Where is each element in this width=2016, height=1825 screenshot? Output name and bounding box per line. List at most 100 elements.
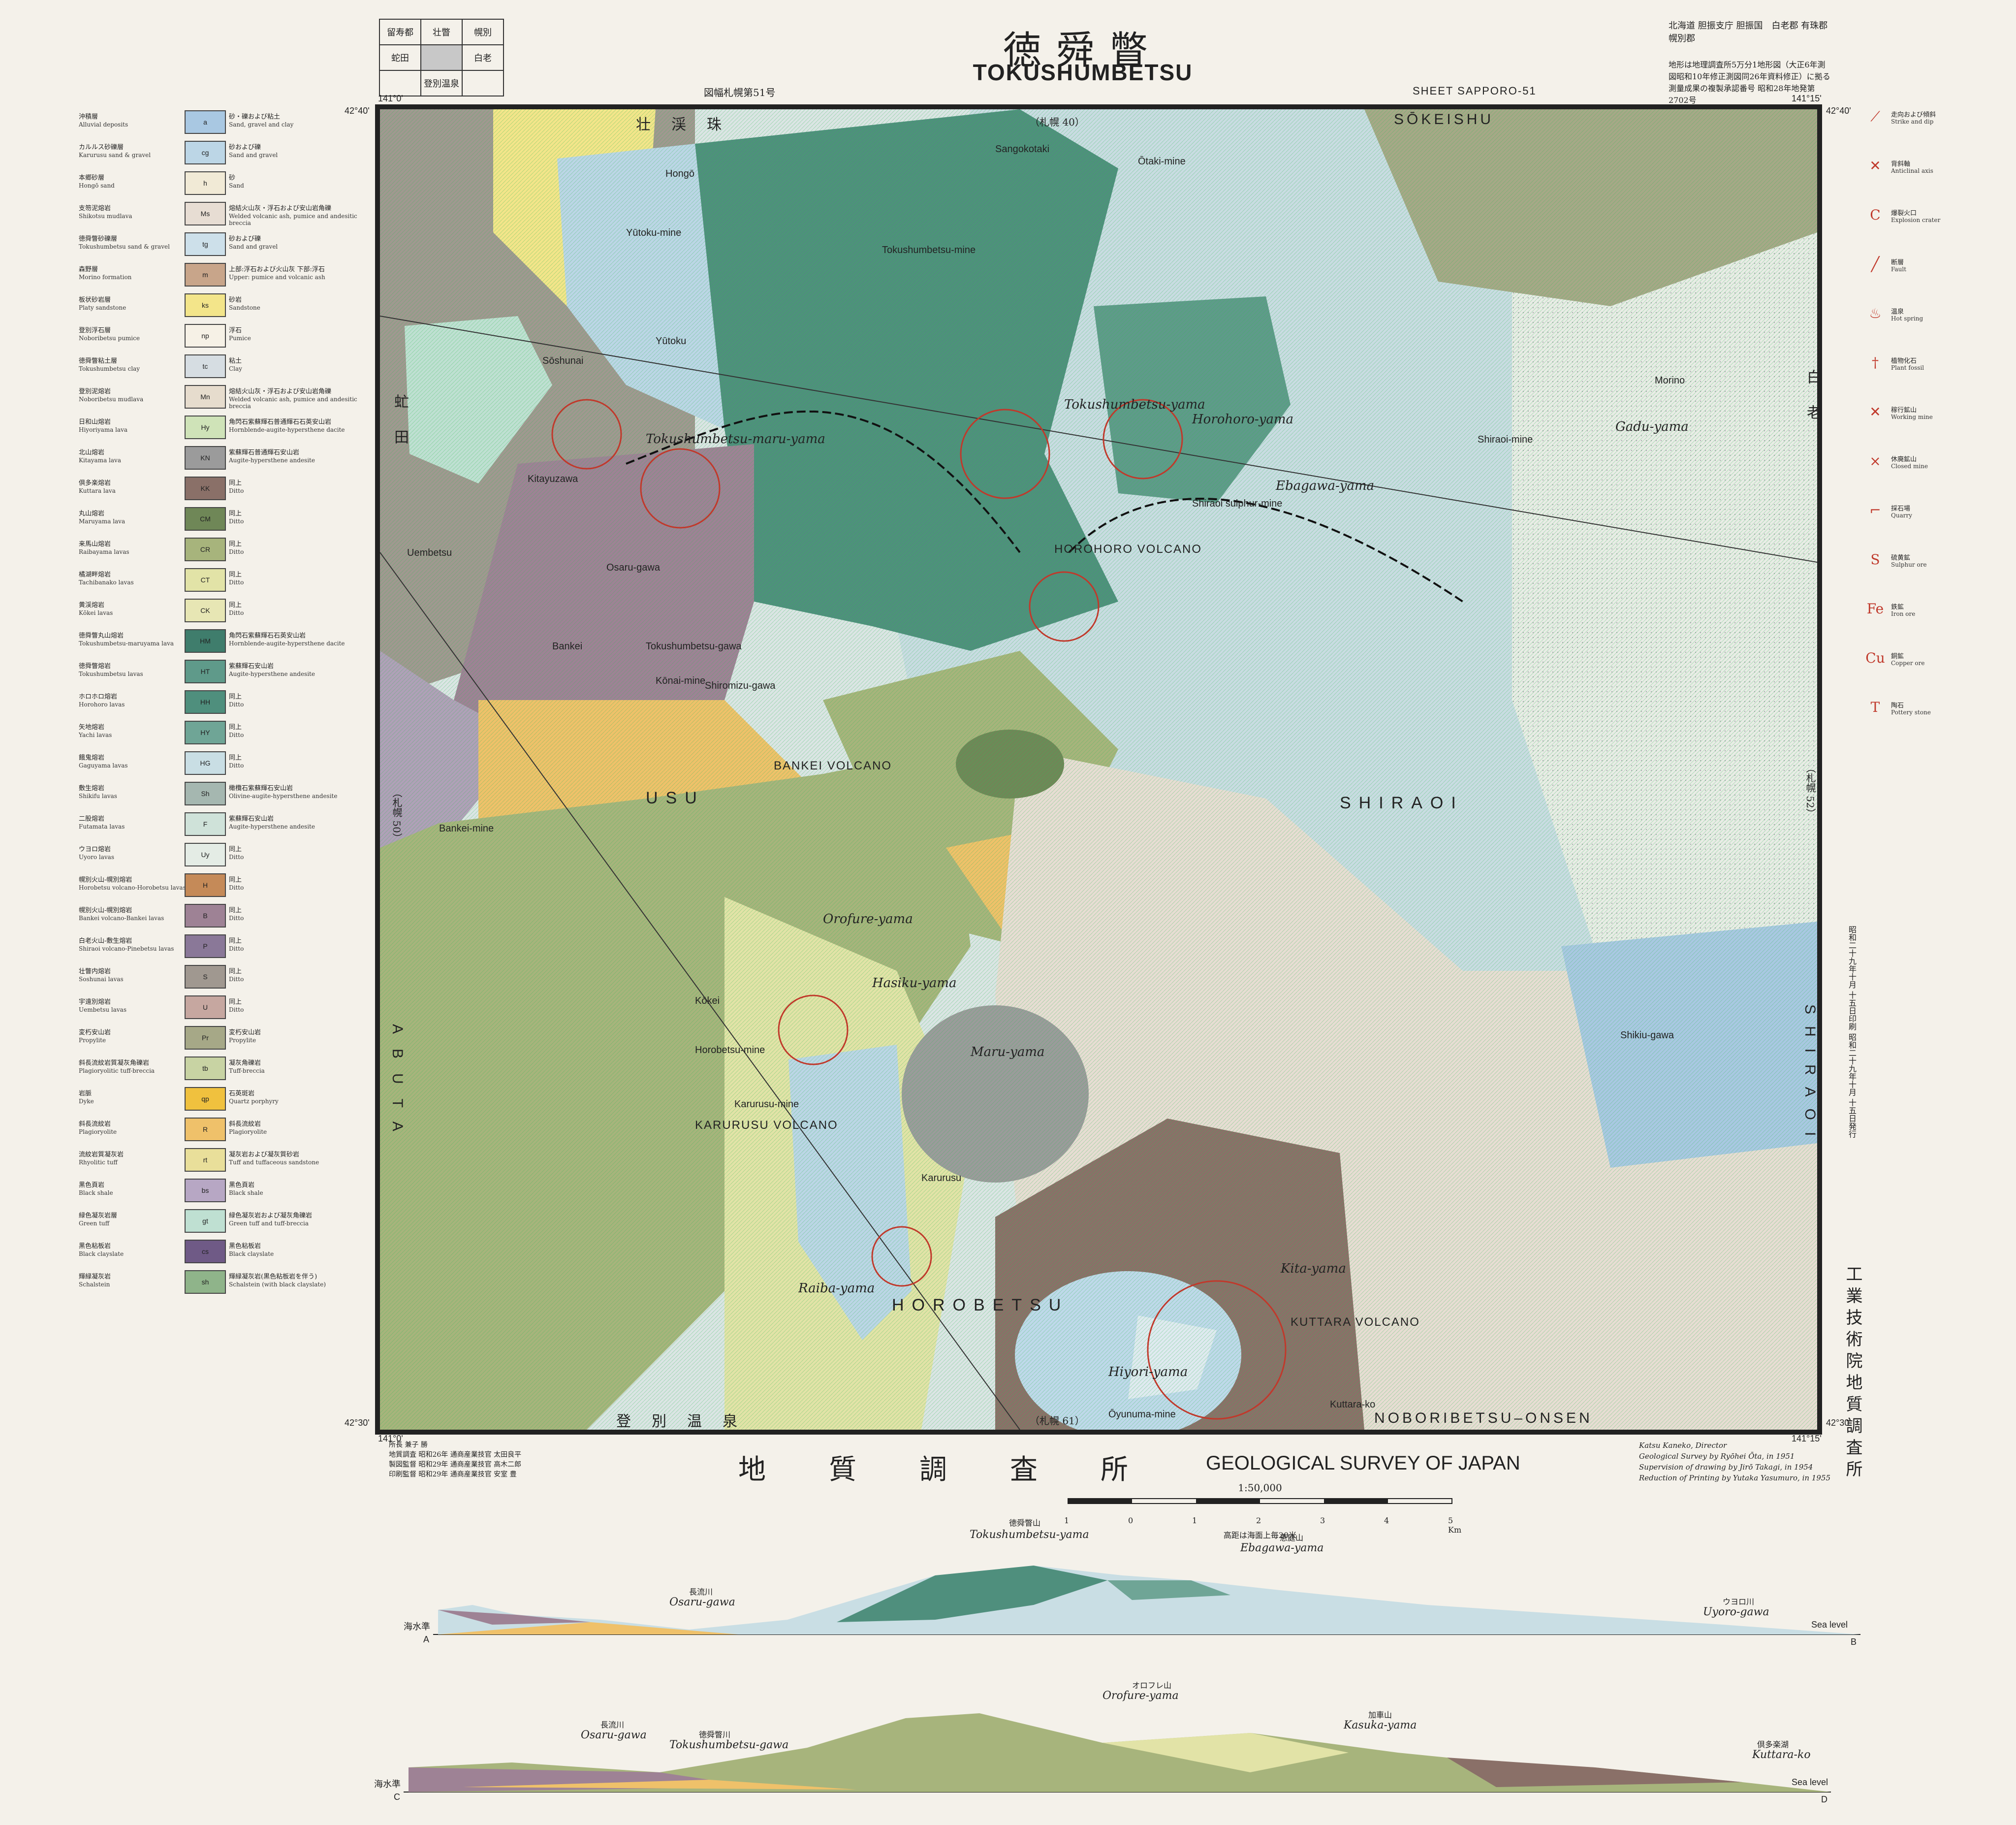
legend-swatch: bs xyxy=(185,1179,226,1202)
legend-unit-jp: 変朽安山岩 xyxy=(79,1029,111,1036)
strike-dip-icon: ⟋ xyxy=(1870,108,1880,125)
legend-row: カルルス砂礫層 Karurusu sand & gravel cg 砂および礫 … xyxy=(20,139,364,166)
legend-desc-en: Tuff and tuffaceous sandstone xyxy=(229,1159,319,1166)
legend-unit-en: Black shale xyxy=(79,1189,113,1196)
place-label: Shikiu-gawa xyxy=(1620,1030,1674,1041)
label-horohoro-volcano: HOROHORO VOLCANO xyxy=(1054,543,1202,556)
org-name-jp: 地 質 調 査 所 xyxy=(738,1454,1146,1486)
legend-desc-en: Ditto xyxy=(229,854,244,861)
credit-line: Supervision of drawing by Jirō Takagi, i… xyxy=(1639,1463,1813,1472)
legend-desc-jp: 同上 xyxy=(229,480,242,487)
legend-unit-en: Dyke xyxy=(79,1098,94,1105)
legend-unit-jp: 徳舜瞥丸山熔岩 xyxy=(79,632,124,640)
legend-desc-en: Hornblende-augite-hypersthene dacite xyxy=(229,426,345,433)
legend-desc-jp: 変朽安山岩 xyxy=(229,1029,261,1036)
legend-swatch: CK xyxy=(185,599,226,622)
sheet-index-jp: 図幅札幌第51号 xyxy=(704,87,776,98)
section-sea-level: Sea level xyxy=(1811,1620,1848,1630)
section-peak-jp: 倶多楽湖 xyxy=(1757,1740,1789,1749)
legend-row: 変朽安山岩 Propylite Pr 変朽安山岩 Propylite xyxy=(20,1024,364,1052)
legend-swatch: P xyxy=(185,934,226,958)
legend-unit-en: Tachibanako lavas xyxy=(79,579,134,586)
legend-row: 登別泥熔岩 Noboribetsu mudlava Mn 熔結火山灰・浮石および… xyxy=(20,383,364,411)
legend-desc-jp: 黒色頁岩 xyxy=(229,1182,255,1189)
place-label: Morino xyxy=(1655,375,1685,386)
legend-unit-jp: 徳舜瞥熔岩 xyxy=(79,663,111,670)
legend-row: 幌別火山-幌別熔岩 Horobetsu volcano-Horobetsu la… xyxy=(20,871,364,899)
legend-unit-en: Rhyolitic tuff xyxy=(79,1159,118,1166)
pottery-icon: T xyxy=(1870,699,1880,715)
legend-unit-en: Tokushumbetsu sand & gravel xyxy=(79,243,170,250)
legend-row: 日和山熔岩 Hiyoriyama lava Hy 角閃石紫蘇輝石普通輝石石英安山… xyxy=(20,414,364,441)
legend-unit-jp: カルルス砂礫層 xyxy=(79,144,124,151)
legend-unit-en: Alluvial deposits xyxy=(79,121,128,128)
legend-desc-en: Hornblende-augite-hypersthene dacite xyxy=(229,640,345,647)
legend-desc-en: Black clayslate xyxy=(229,1250,274,1257)
place-label: Hongō xyxy=(665,168,694,179)
legend-row: 二股熔岩 Futamata lavas F 紫蘇輝石安山岩 Augite-hyp… xyxy=(20,810,364,838)
legend-unit-jp: 徳舜瞥粘土層 xyxy=(79,357,118,365)
closed-mine-icon: × xyxy=(1869,453,1881,469)
legend-row: 支笏泥熔岩 Shikotsu mudlava Ms 熔結火山灰・浮石および安山岩… xyxy=(20,200,364,227)
legend-unit-jp: 緑色凝灰岩層 xyxy=(79,1212,118,1219)
section-river: Osaru-gawa xyxy=(581,1729,647,1741)
legend-unit-jp: 登別泥熔岩 xyxy=(79,388,111,395)
explosion-crater xyxy=(1147,1280,1287,1420)
scale-tick: 1 xyxy=(1064,1516,1070,1525)
legend-unit-en: Kitayama lava xyxy=(79,457,121,464)
legend-desc-en: Green tuff and tuff-breccia xyxy=(229,1220,309,1227)
index-cell: 白老 xyxy=(462,44,504,71)
legend-unit-jp: 餓鬼熔岩 xyxy=(79,754,105,762)
index-cell-current xyxy=(420,44,463,71)
legend-swatch: Ms xyxy=(185,202,226,225)
sheet-code: SHEET SAPPORO-51 xyxy=(1413,85,1537,97)
legend-desc-jp: 輝緑凝灰岩(黒色粘板岩を伴う) xyxy=(229,1273,317,1281)
coord-bl-lon: 141°0' xyxy=(378,1434,403,1443)
symbol-row: ✕ 稼行鉱山 Working mine xyxy=(1865,404,2013,448)
legend-unit-jp: 壮瞥内熔岩 xyxy=(79,968,111,975)
legend-unit-en: Tokushumbetsu clay xyxy=(79,365,140,372)
iron-icon: Fe xyxy=(1866,601,1884,617)
legend-unit-jp: 白老火山-敷生熔岩 xyxy=(79,937,132,945)
legend-unit-en: Noboribetsu pumice xyxy=(79,335,140,342)
geologic-map[interactable]: 壮 渓 珠 （札幌 40） SŌKEISHU （札幌 61） 登 別 温 泉 N… xyxy=(375,104,1822,1435)
index-cell: 登別温泉 xyxy=(420,70,463,96)
legend-unit-jp: 登別浮石層 xyxy=(79,327,111,334)
org-name-en: GEOLOGICAL SURVEY OF JAPAN xyxy=(1206,1452,1520,1474)
legend-desc-jp: 砂岩 xyxy=(229,296,242,304)
symbol-label-jp: 陶石 xyxy=(1891,702,1904,709)
scale-tick: 2 xyxy=(1256,1516,1261,1525)
legend-row: 黄渓熔岩 Kōkei lavas CK 同上 Ditto xyxy=(20,597,364,624)
coord-tr-lon: 141°15' xyxy=(1792,94,1822,103)
edge-left-jp: 虻 田 xyxy=(392,394,408,447)
legend-desc-jp: 砂および礫 xyxy=(229,144,261,151)
label-orofure-yama: Orofure-yama xyxy=(823,912,913,927)
section-peak: Orofure-yama xyxy=(1102,1690,1179,1702)
legend-desc-jp: 砂・礫および粘土 xyxy=(229,113,281,121)
legend-row: 餓鬼熔岩 Gaguyama lavas HG 同上 Ditto xyxy=(20,749,364,777)
symbol-row: ♨ 温泉 Hot spring xyxy=(1865,305,2013,350)
legend-unit-en: Tokushumbetsu-maruyama lava xyxy=(79,640,174,647)
scale-bar: 1:50,000 1 0 1 2 3 4 5 Km 高距は海面上毎20米 xyxy=(1058,1482,1462,1540)
legend-desc-en: Olivine-augite-hypersthene andesite xyxy=(229,793,338,800)
legend-unit-jp: ホロホロ熔岩 xyxy=(79,693,118,701)
map-title-jp: 徳舜瞥 xyxy=(1003,29,1163,73)
legend-desc-jp: 同上 xyxy=(229,510,242,517)
legend-swatch: S xyxy=(185,965,226,989)
symbol-label-en: Closed mine xyxy=(1891,463,1928,470)
legend-unit-jp: 輝緑凝灰岩 xyxy=(79,1273,111,1281)
legend-desc-jp: 凝灰岩および凝灰質砂岩 xyxy=(229,1151,300,1158)
section-datum: 海水準 xyxy=(404,1622,430,1632)
legend-unit-jp: 黒色粘板岩 xyxy=(79,1243,111,1250)
coord-tl-lon: 141°0' xyxy=(378,94,403,103)
place-label: Bankei-mine xyxy=(439,823,494,834)
cross-section-AB: A 海水準 B Sea level 徳舜瞥山 Tokushumbetsu-yam… xyxy=(394,1518,1870,1659)
legend-desc-jp: 同上 xyxy=(229,724,242,731)
legend-unit-jp: 沖積層 xyxy=(79,113,98,121)
legend-row: 来馬山熔岩 Raibayama lavas CR 同上 Ditto xyxy=(20,536,364,563)
edge-top-en: SŌKEISHU xyxy=(1394,111,1494,128)
legend-swatch: HT xyxy=(185,660,226,683)
legend-desc-en: Sandstone xyxy=(229,304,260,311)
legend-row: 徳舜瞥粘土層 Tokushumbetsu clay tc 粘土 Clay xyxy=(20,352,364,380)
legend-desc-en: Sand xyxy=(229,182,244,189)
